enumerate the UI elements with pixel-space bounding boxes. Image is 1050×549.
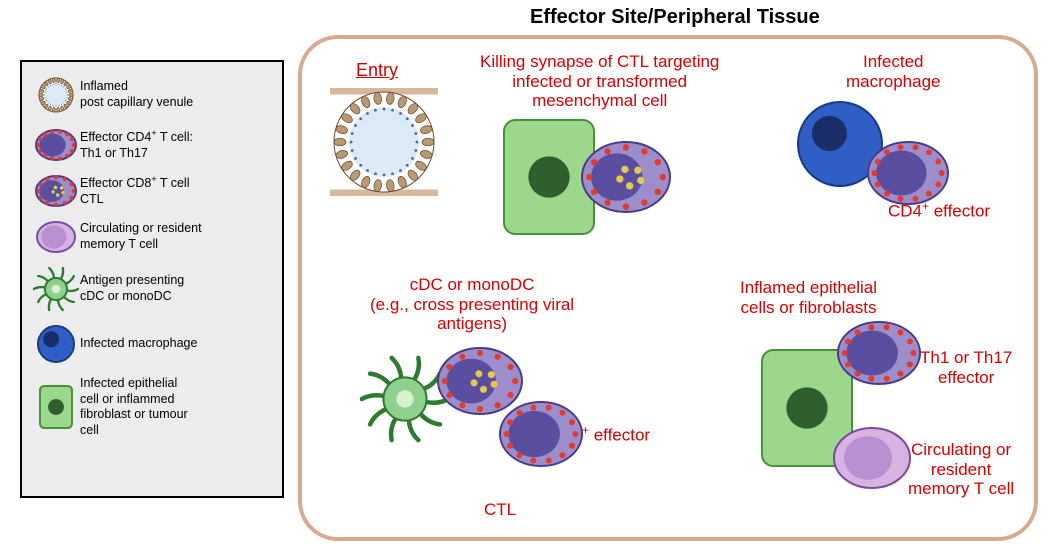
legend-box: Inflamedpost capillary venule Effector C… [20, 60, 284, 498]
epi-icon [32, 384, 80, 430]
memory-icon [32, 220, 80, 254]
cd4-cell [866, 140, 950, 211]
legend-text: Effector CD8+ T cellCTL [80, 174, 189, 207]
cd4-icon [32, 128, 80, 162]
legend-text: Inflamedpost capillary venule [80, 79, 193, 110]
label-entry: Entry [356, 60, 398, 81]
legend-row: Antigen presentingcDC or monoDC [32, 266, 272, 312]
legend-row: Infected macrophage [32, 324, 272, 364]
page-title: Effector Site/Peripheral Tissue [530, 6, 820, 29]
legend-text: Antigen presentingcDC or monoDC [80, 273, 184, 304]
label-inf_mac: Infectedmacrophage [846, 52, 941, 91]
legend-text: Effector CD4+ T cell:Th1 or Th17 [80, 128, 193, 161]
cd4-cell [498, 400, 584, 473]
legend-text: Infected macrophage [80, 336, 197, 352]
venule-icon [32, 74, 80, 116]
mac-icon [32, 324, 80, 364]
legend-row: Infected epithelialcell or inflammedfibr… [32, 376, 272, 439]
label-inf_epi: Inflamed epithelialcells or fibroblasts [740, 278, 877, 317]
legend-row: Effector CD4+ T cell:Th1 or Th17 [32, 128, 272, 162]
cd8-icon [32, 174, 80, 208]
cd4-cell [836, 320, 922, 391]
legend-row: Inflamedpost capillary venule [32, 74, 272, 116]
legend-row: Circulating or residentmemory T cell [32, 220, 272, 254]
venule-entry-cell [330, 88, 438, 201]
label-cdc_title: cDC or monoDC(e.g., cross presenting vir… [370, 275, 574, 334]
legend-text: Infected epithelialcell or inflammedfibr… [80, 376, 188, 439]
legend-text: Circulating or residentmemory T cell [80, 221, 202, 252]
label-th_eff: Th1 or Th17effector [920, 348, 1012, 387]
dc-icon [32, 266, 80, 312]
legend-row: Effector CD8+ T cellCTL [32, 174, 272, 208]
memory-cell [832, 426, 912, 495]
cd8-cell [580, 140, 672, 219]
label-ctl_kill: Killing synapse of CTL targetinginfected… [480, 52, 719, 111]
label-ctl_lbl: CTL [484, 500, 516, 520]
label-mem_lbl: Circulating orresidentmemory T cell [908, 440, 1014, 499]
